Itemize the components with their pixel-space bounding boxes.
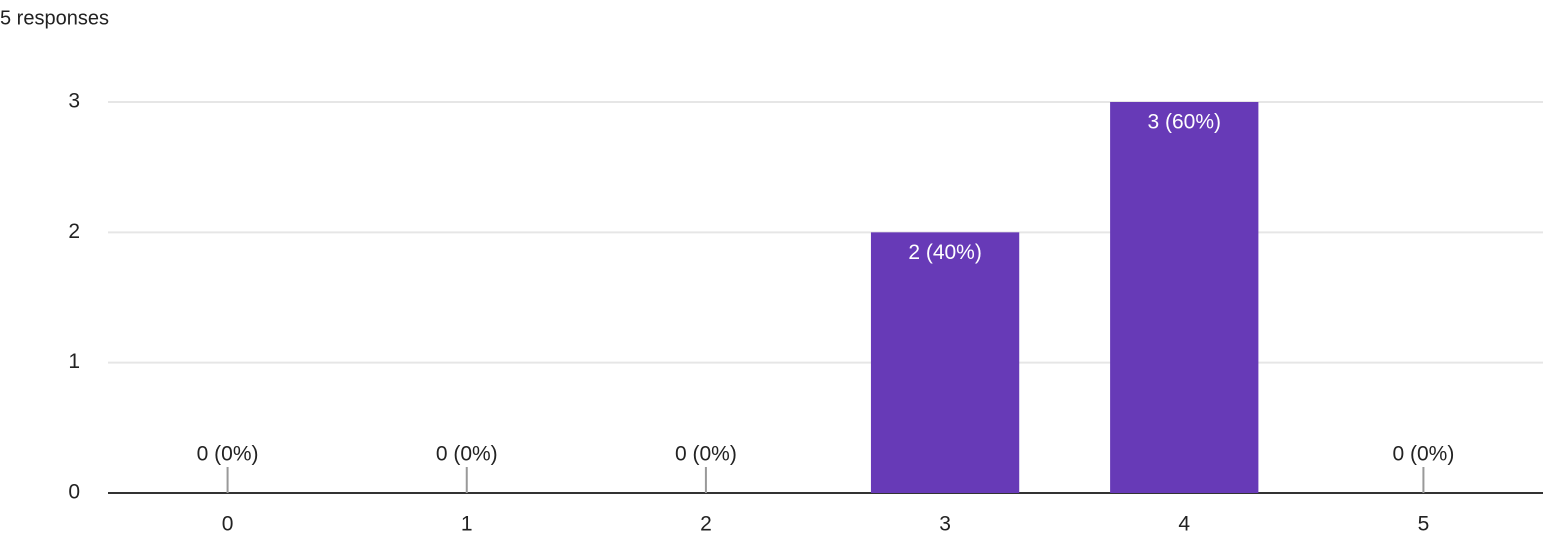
value-label: 3 (60%) bbox=[1147, 111, 1221, 134]
value-label: 2 (40%) bbox=[908, 241, 982, 264]
x-tick-label: 0 bbox=[222, 513, 234, 536]
value-label: 0 (0%) bbox=[436, 443, 498, 466]
y-tick-label: 1 bbox=[68, 350, 80, 373]
x-tick-label: 1 bbox=[461, 513, 473, 536]
value-label: 0 (0%) bbox=[675, 443, 737, 466]
bar bbox=[1110, 102, 1259, 493]
value-label: 0 (0%) bbox=[197, 443, 259, 466]
chart-subtitle: 5 responses bbox=[0, 7, 109, 29]
x-tick-label: 5 bbox=[1418, 513, 1430, 536]
y-tick-label: 0 bbox=[68, 481, 80, 504]
x-tick-label: 2 bbox=[700, 513, 712, 536]
bar bbox=[870, 232, 1020, 494]
x-tick-label: 3 bbox=[939, 513, 951, 536]
y-tick-label: 3 bbox=[68, 90, 80, 113]
x-tick-label: 4 bbox=[1178, 513, 1190, 536]
y-tick-label: 2 bbox=[68, 220, 80, 243]
value-label: 0 (0%) bbox=[1392, 443, 1454, 466]
